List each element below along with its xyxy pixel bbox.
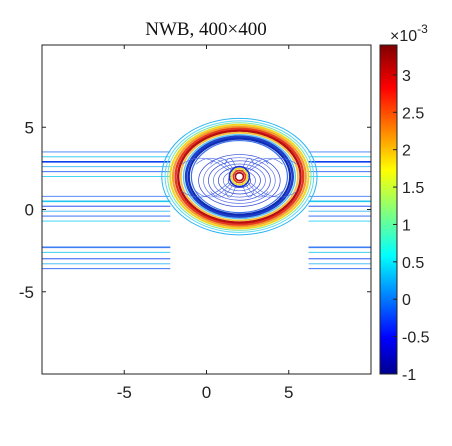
x-tick-label: 0 bbox=[202, 383, 211, 402]
colorbar-tick-label: 1.5 bbox=[402, 180, 424, 197]
colorbar-exponent: -3 bbox=[417, 22, 428, 36]
inner-contour bbox=[208, 160, 271, 201]
contour-lines bbox=[42, 117, 371, 270]
colorbar bbox=[379, 44, 398, 375]
outer-contour-ring bbox=[164, 120, 315, 233]
outer-contour-ring bbox=[167, 122, 312, 231]
main-contour-ring bbox=[171, 125, 307, 228]
outer-contour-ring bbox=[161, 117, 318, 236]
colorbar-multiplier: ×10-3 bbox=[390, 22, 428, 45]
x-tick-label: -5 bbox=[117, 383, 132, 402]
inner-contour bbox=[203, 157, 276, 204]
inner-contour bbox=[198, 154, 281, 207]
main-contour-ring bbox=[182, 133, 297, 220]
source-contour bbox=[230, 167, 249, 186]
inner-contour bbox=[227, 173, 251, 189]
main-contour-ring bbox=[187, 137, 292, 216]
lobe-contour-upper bbox=[210, 157, 235, 171]
colorbar-ticks: -1 -0.5 0 0.5 1 1.5 2 2.5 3 bbox=[393, 68, 430, 384]
lobe-contour-upper bbox=[181, 157, 229, 171]
y-tick-label: -5 bbox=[19, 283, 34, 302]
source-contour bbox=[232, 169, 247, 184]
lobe-contour-lower bbox=[249, 182, 298, 198]
y-tick-label: 0 bbox=[25, 201, 34, 220]
source-contour bbox=[236, 173, 243, 180]
lobe-contour-upper bbox=[250, 157, 298, 171]
source-contour bbox=[234, 171, 245, 182]
colorbar-tick-label: 3 bbox=[402, 68, 411, 85]
lobe-contour-lower bbox=[210, 182, 235, 198]
colorbar-tick-label: 0 bbox=[402, 292, 411, 309]
colorbar-tick-label: -1 bbox=[402, 367, 416, 384]
lobe-contour-lower bbox=[195, 182, 232, 198]
x-tick-label: 5 bbox=[284, 383, 293, 402]
lobe-contour-lower bbox=[244, 182, 269, 198]
main-contour-ring bbox=[190, 139, 289, 214]
main-contour-ring bbox=[184, 135, 294, 218]
lobe-contour-upper bbox=[244, 157, 269, 171]
main-contour-ring bbox=[169, 123, 310, 230]
y-tick-label: 5 bbox=[25, 118, 34, 137]
lobe-contour-upper bbox=[195, 157, 232, 171]
source-contour bbox=[228, 165, 251, 188]
lobe-contour-upper bbox=[247, 157, 283, 171]
x-axis: -5 0 5 bbox=[117, 45, 293, 402]
main-contour-ring bbox=[174, 127, 305, 226]
main-contour-ring bbox=[179, 131, 299, 222]
colorbar-tick-label: 2 bbox=[402, 143, 411, 160]
y-axis: -5 0 5 bbox=[19, 118, 371, 302]
colorbar-tick-label: 0.5 bbox=[402, 255, 424, 272]
colorbar-tick-label: 2.5 bbox=[402, 105, 424, 122]
colorbar-tick-label: 1 bbox=[402, 217, 411, 234]
chart-title: NWB, 400×400 bbox=[145, 19, 267, 40]
lobe-contour-lower bbox=[247, 182, 283, 198]
colorbar-tick-label: -0.5 bbox=[402, 330, 430, 347]
main-contour-ring bbox=[177, 129, 302, 224]
inner-contour bbox=[213, 163, 266, 198]
